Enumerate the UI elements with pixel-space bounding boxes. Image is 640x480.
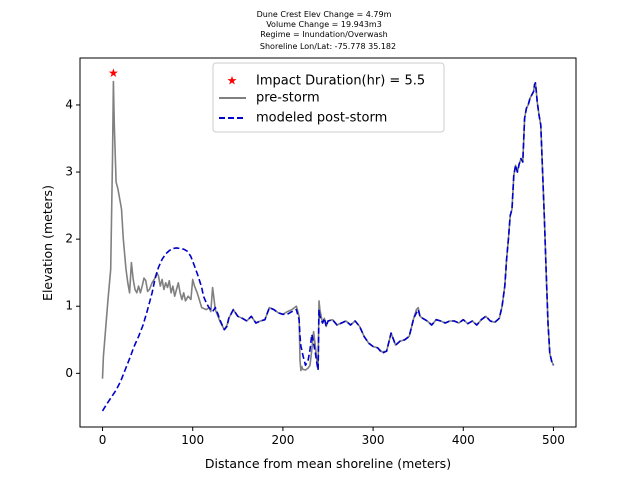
marker-layer: ★ — [108, 66, 119, 80]
x-tick-label: 400 — [452, 433, 475, 447]
y-tick-label: 0 — [65, 366, 73, 380]
legend-label-post-storm: modeled post-storm — [256, 111, 387, 126]
y-tick-label: 1 — [65, 299, 73, 313]
chart-title: Dune Crest Elev Change = 4.79m Volume Ch… — [257, 10, 396, 51]
x-tick-label: 300 — [362, 433, 385, 447]
impact-star-marker: ★ — [108, 66, 119, 80]
x-tick-label: 500 — [542, 433, 565, 447]
y-tick-label: 2 — [65, 232, 73, 246]
plot-area — [79, 57, 577, 428]
legend-label-impact: Impact Duration(hr) = 5.5 — [256, 74, 425, 89]
y-axis: 0 1 2 3 4 — [65, 97, 80, 380]
legend-star-icon: ★ — [227, 74, 238, 88]
title-line-1: Dune Crest Elev Change = 4.79m — [257, 10, 392, 19]
title-line-2: Volume Change = 19.943m3 — [266, 20, 382, 29]
y-tick-label: 4 — [65, 97, 73, 111]
x-axis: 0 100 200 300 400 500 — [99, 427, 565, 447]
title-line-3: Regime = Inundation/Overwash — [260, 30, 387, 39]
x-tick-label: 100 — [181, 433, 204, 447]
series-layer — [101, 80, 555, 412]
post-storm-line — [101, 82, 555, 412]
legend-label-pre-storm: pre-storm — [256, 91, 320, 106]
x-axis-label: Distance from mean shoreline (meters) — [205, 456, 451, 471]
legend-box — [212, 62, 445, 133]
title-line-4: Shoreline Lon/Lat: -75.778 35.182 — [260, 42, 396, 51]
x-tick-label: 0 — [99, 433, 107, 447]
y-tick-label: 3 — [65, 165, 73, 179]
x-tick-label: 200 — [271, 433, 294, 447]
y-axis-label: Elevation (meters) — [40, 185, 55, 301]
legend: ★ Impact Duration(hr) = 5.5 pre-storm mo… — [212, 62, 445, 133]
